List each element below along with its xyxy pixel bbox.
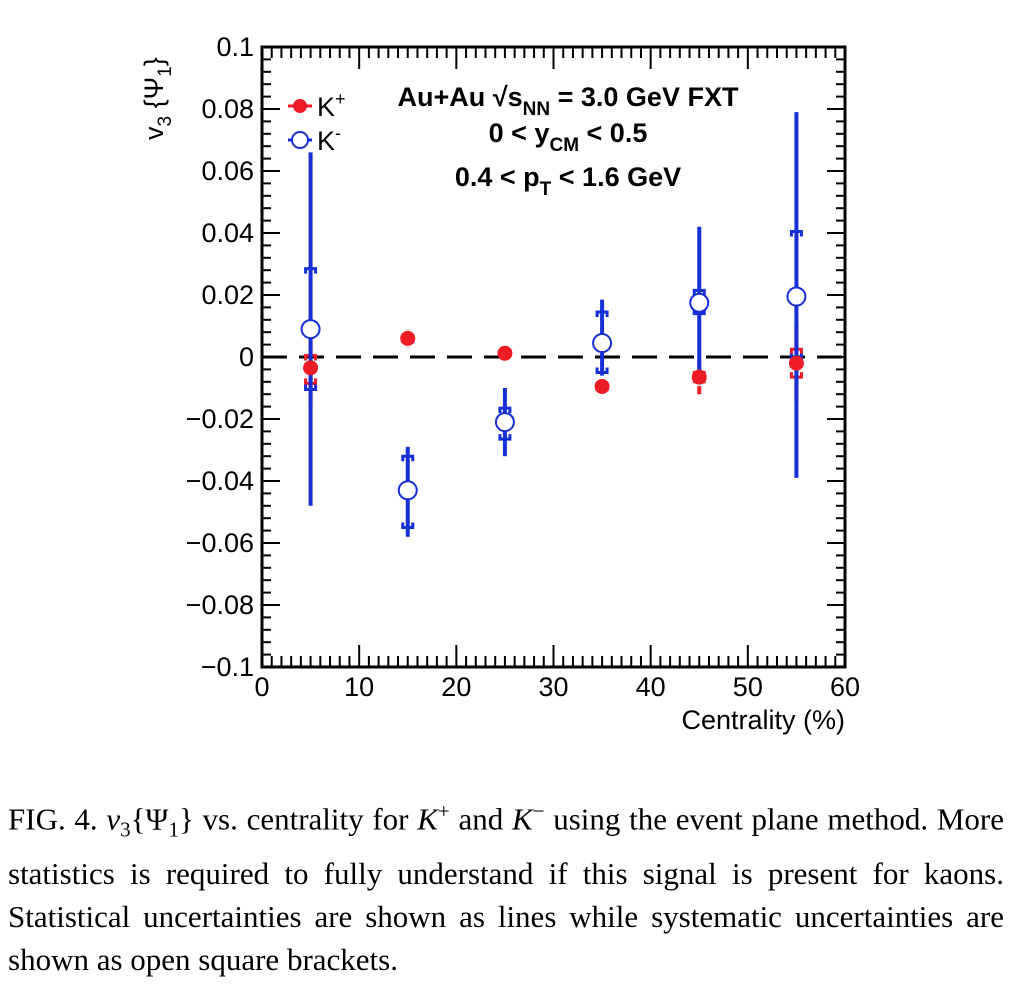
kplus-marker bbox=[303, 360, 319, 376]
y-label-psi-sub: 1 bbox=[155, 66, 176, 77]
x-tick-label: 30 bbox=[538, 672, 568, 702]
annotation-part: CM bbox=[549, 135, 579, 156]
annotation-part: < 0.5 bbox=[579, 118, 647, 148]
annotation-part: s bbox=[508, 82, 523, 112]
legend: K+K- bbox=[288, 89, 346, 156]
y-tick-label: −0.04 bbox=[186, 466, 254, 496]
annotation-part: 0 < y bbox=[489, 118, 550, 148]
x-tick-label: 50 bbox=[733, 672, 763, 702]
y-tick-label: 0.08 bbox=[201, 94, 254, 124]
annotation-line: 0.4 < pT < 1.6 GeV bbox=[455, 162, 681, 200]
kplus-marker bbox=[594, 378, 610, 394]
caption-math-close: } bbox=[178, 801, 194, 837]
data-markers bbox=[300, 286, 807, 501]
kminus-marker bbox=[300, 319, 321, 340]
caption-kplus-sup: + bbox=[437, 799, 450, 823]
kminus-marker bbox=[494, 412, 515, 433]
caption-label: FIG. 4. bbox=[8, 801, 98, 837]
caption-text-2: and bbox=[449, 801, 512, 837]
x-tick-label: 40 bbox=[636, 672, 666, 702]
y-label-close: } bbox=[139, 57, 169, 66]
y-label-psi: {Ψ bbox=[139, 77, 169, 116]
annotation-part: NN bbox=[523, 99, 550, 120]
legend-sup: - bbox=[335, 123, 341, 143]
legend-base: K bbox=[317, 92, 335, 122]
kminus-legend-marker bbox=[291, 131, 309, 149]
y-tick-label: 0 bbox=[239, 342, 254, 372]
caption-math-psi: {Ψ bbox=[130, 801, 169, 837]
kminus-marker bbox=[592, 333, 613, 354]
caption-math-psi-sub: 1 bbox=[168, 817, 179, 842]
caption-math-sub: 3 bbox=[120, 817, 131, 842]
kplus-legend-marker bbox=[293, 99, 307, 113]
kplus-legend-label: K+ bbox=[317, 89, 346, 122]
y-axis-label: v3 {Ψ1} bbox=[139, 57, 176, 140]
y-tick-label: −0.02 bbox=[186, 404, 254, 434]
x-tick-label: 60 bbox=[830, 672, 860, 702]
y-tick-label: −0.06 bbox=[186, 528, 254, 558]
y-label-v: v bbox=[139, 126, 169, 140]
x-axis-label: Centrality (%) bbox=[681, 705, 845, 735]
caption-kplus: K bbox=[417, 801, 438, 837]
systematic-brackets bbox=[304, 229, 803, 529]
annotation-part: √ bbox=[493, 82, 508, 112]
caption-text-1: vs. centrality for bbox=[193, 801, 418, 837]
x-tick-label: 0 bbox=[254, 672, 269, 702]
y-axis-label-text: v3 {Ψ1} bbox=[139, 57, 176, 140]
tick-labels: 0 10 20 30 40 50 60 −0.1 −0.08 −0.06 −0.04 −0.02 0 0.… bbox=[186, 32, 860, 702]
kminus-marker bbox=[689, 292, 710, 313]
caption-kminus: K bbox=[511, 801, 533, 837]
y-tick-label: 0.04 bbox=[201, 218, 254, 248]
caption-math-v: v bbox=[106, 801, 121, 837]
v3-vs-centrality-chart: 0 10 20 30 40 50 60 −0.1 −0.08 −0.06 −0.04 −0.02 0 0.… bbox=[139, 32, 860, 735]
x-tick-label: 10 bbox=[344, 672, 374, 702]
kminus-marker bbox=[397, 480, 418, 501]
kplus-marker bbox=[691, 369, 707, 385]
plot-frame bbox=[260, 45, 847, 669]
caption-text-3: using the event plane method. More stati… bbox=[8, 801, 1005, 977]
legend-sup: + bbox=[335, 89, 346, 109]
statistical-error-bars bbox=[308, 112, 799, 537]
y-tick-label: −0.1 bbox=[201, 652, 254, 682]
kminus-marker bbox=[786, 286, 807, 307]
kplus-marker bbox=[400, 330, 416, 346]
annotation-part: < 1.6 GeV bbox=[551, 162, 681, 192]
y-tick-label: 0.1 bbox=[216, 32, 254, 62]
annotation-line: 0 < yCM < 0.5 bbox=[489, 118, 648, 156]
kplus-marker bbox=[788, 355, 804, 371]
legend-base: K bbox=[317, 126, 335, 156]
annotation-part: 0.4 < p bbox=[455, 162, 540, 192]
annotation-part: Au+Au bbox=[398, 82, 493, 112]
kplus-marker bbox=[497, 345, 513, 361]
y-tick-label: −0.08 bbox=[186, 590, 254, 620]
y-tick-label: 0.02 bbox=[201, 280, 254, 310]
kminus-legend-label: K- bbox=[317, 123, 341, 156]
y-tick-label: 0.06 bbox=[201, 156, 254, 186]
caption-kminus-sup: − bbox=[532, 799, 545, 823]
annotation-part: T bbox=[540, 179, 552, 200]
annotation-line: Au+Au √sNN = 3.0 GeV FXT bbox=[398, 82, 739, 120]
annotation-part: = 3.0 GeV FXT bbox=[550, 82, 739, 112]
y-label-sub: 3 bbox=[155, 116, 176, 127]
x-tick-label: 20 bbox=[441, 672, 471, 702]
figure-caption: FIG. 4. v3{Ψ1} vs. centrality for K+ and… bbox=[8, 790, 1004, 981]
